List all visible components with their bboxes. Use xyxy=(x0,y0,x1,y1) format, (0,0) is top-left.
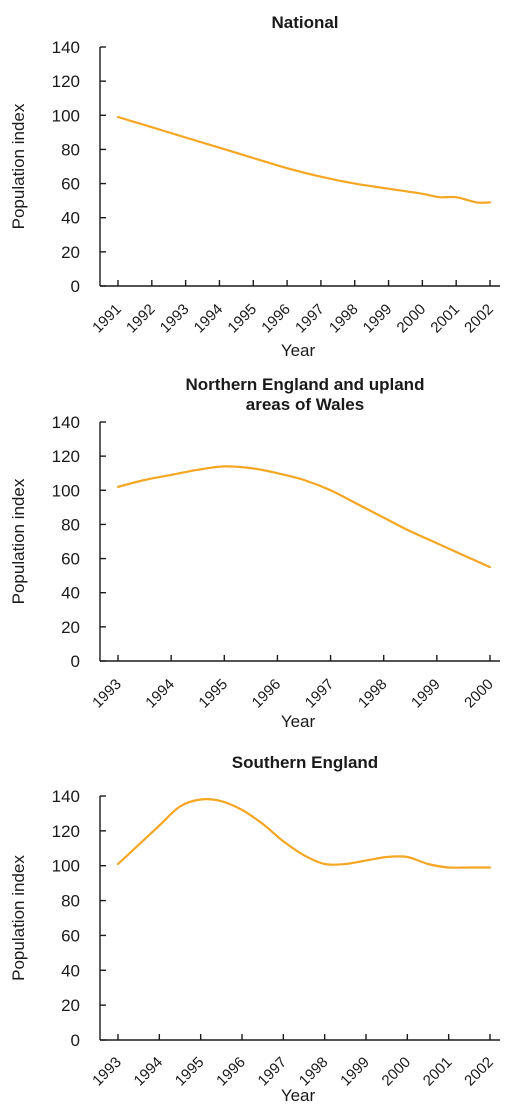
y-tick-label: 120 xyxy=(52,447,80,466)
x-tick-label: 1991 xyxy=(89,301,125,337)
x-tick-label: 1997 xyxy=(302,676,338,712)
y-tick-label: 100 xyxy=(52,481,80,500)
x-tick-label: 2002 xyxy=(461,1054,497,1090)
chart-title: areas of Wales xyxy=(246,395,364,414)
y-axis-title: Population index xyxy=(9,855,28,981)
x-tick-label: 1993 xyxy=(89,676,125,712)
x-tick-label: 1997 xyxy=(292,301,328,337)
y-tick-label: 20 xyxy=(61,618,80,637)
series-line-1 xyxy=(116,115,492,204)
x-tick-label: 1998 xyxy=(296,1054,332,1090)
y-tick-label: 100 xyxy=(52,106,80,125)
y-tick-label: 0 xyxy=(71,277,80,296)
x-tick-label: 1994 xyxy=(142,676,178,712)
x-tick-label: 1995 xyxy=(195,676,231,712)
x-tick-label: 1999 xyxy=(360,301,396,337)
y-tick-label: 20 xyxy=(61,996,80,1015)
x-tick-label: 2000 xyxy=(461,676,497,712)
x-tick-label: 1995 xyxy=(172,1054,208,1090)
x-tick-label: 1998 xyxy=(326,301,362,337)
y-tick-label: 60 xyxy=(61,550,80,569)
y-tick-label: 0 xyxy=(71,1031,80,1050)
x-tick-label: 1996 xyxy=(258,301,294,337)
series-line-1 xyxy=(116,798,492,869)
x-tick-label: 1997 xyxy=(255,1054,291,1090)
x-tick-label: 2000 xyxy=(379,1054,415,1090)
x-tick-label: 2001 xyxy=(427,301,463,337)
y-axis-title: Population index xyxy=(9,478,28,604)
chart-title: National xyxy=(271,13,338,32)
y-tick-label: 40 xyxy=(61,584,80,603)
x-tick-label: 1992 xyxy=(123,301,159,337)
x-tick-label: 2000 xyxy=(394,301,430,337)
y-tick-label: 80 xyxy=(61,515,80,534)
y-tick-label: 140 xyxy=(52,38,80,57)
y-tick-label: 120 xyxy=(52,822,80,841)
chart-title: Southern England xyxy=(232,753,378,772)
y-tick-label: 60 xyxy=(61,175,80,194)
y-tick-label: 40 xyxy=(61,209,80,228)
y-tick-label: 80 xyxy=(61,140,80,159)
x-axis-title: Year xyxy=(281,341,316,360)
x-tick-label: 1999 xyxy=(408,676,444,712)
x-tick-label: 1995 xyxy=(224,301,260,337)
chart-title: Northern England and upland xyxy=(186,375,425,394)
y-tick-label: 140 xyxy=(52,413,80,432)
y-tick-label: 20 xyxy=(61,243,80,262)
y-tick-label: 120 xyxy=(52,72,80,91)
x-axis-title: Year xyxy=(281,1086,316,1104)
y-tick-label: 100 xyxy=(52,857,80,876)
x-tick-label: 1993 xyxy=(157,301,193,337)
y-tick-label: 40 xyxy=(61,961,80,980)
x-axis-title: Year xyxy=(281,712,316,731)
series-line-1 xyxy=(116,465,492,569)
x-tick-label: 1998 xyxy=(355,676,391,712)
y-tick-label: 0 xyxy=(71,652,80,671)
chart-panel-1: National02040608010012014019911992199319… xyxy=(9,13,500,360)
x-tick-label: 1999 xyxy=(337,1054,373,1090)
y-tick-label: 140 xyxy=(52,787,80,806)
y-axis-title: Population index xyxy=(9,103,28,229)
y-tick-label: 80 xyxy=(61,892,80,911)
x-tick-label: 1994 xyxy=(131,1054,167,1090)
x-tick-label: 1994 xyxy=(191,301,227,337)
x-tick-label: 2002 xyxy=(461,301,497,337)
x-tick-label: 1996 xyxy=(249,676,285,712)
x-tick-label: 1993 xyxy=(89,1054,125,1090)
y-tick-label: 60 xyxy=(61,926,80,945)
x-tick-label: 1996 xyxy=(213,1054,249,1090)
x-tick-label: 2001 xyxy=(420,1054,456,1090)
